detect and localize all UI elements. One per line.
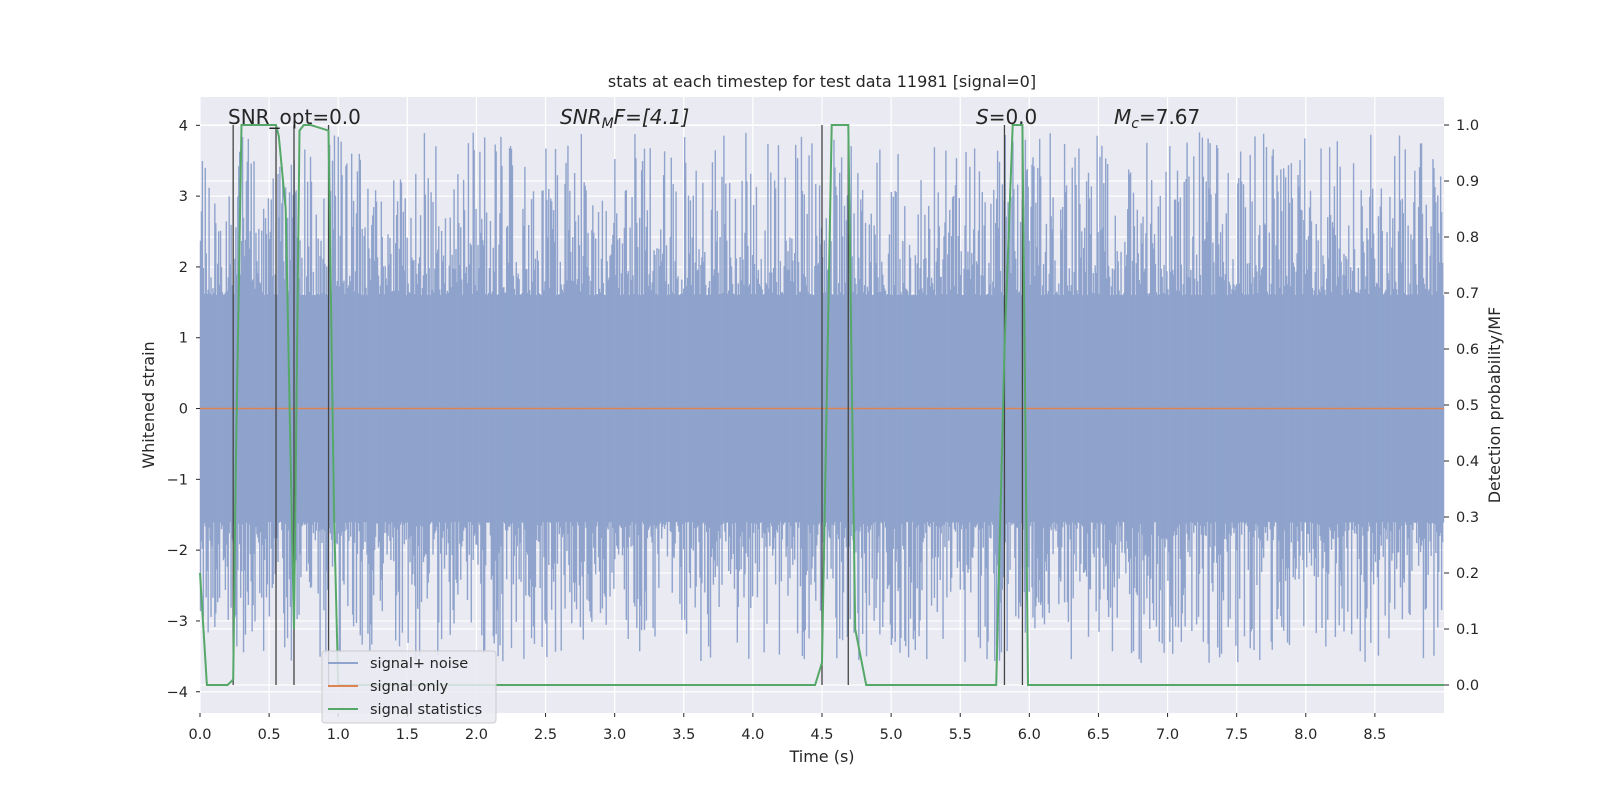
y-tick-label-right: 0.8	[1456, 230, 1479, 246]
x-tick-label: 4.0	[741, 727, 764, 743]
y-axis-label-left: Whitened strain	[139, 341, 158, 468]
annotation-s-tail: =0.0	[989, 105, 1038, 129]
y-tick-label-left: 2	[179, 260, 188, 276]
annotation-mc: Mc=7.67	[1114, 105, 1200, 132]
x-tick-label: 2.5	[534, 727, 557, 743]
y-tick-label-left: 0	[179, 402, 188, 418]
x-tick-label: 3.5	[672, 727, 695, 743]
x-tick-label: 5.5	[949, 727, 972, 743]
annotation-snr-mf-main: SNR	[560, 105, 602, 129]
annotation-snr-opt: SNR_opt=0.0	[228, 105, 361, 129]
y-tick-label-left: −3	[167, 614, 188, 630]
y-tick-label-right: 0.6	[1456, 342, 1479, 358]
legend-box	[321, 650, 497, 724]
legend-label-signal-noise: signal+ noise	[370, 656, 468, 672]
legend-label-signal-statistics: signal statistics	[370, 702, 482, 718]
chart-title: stats at each timestep for test data 119…	[608, 72, 1036, 91]
x-tick-label: 6.5	[1087, 727, 1110, 743]
x-axis-label: Time (s)	[788, 747, 854, 766]
signal-noise-series	[199, 132, 1445, 663]
y-tick-label-left: −2	[167, 543, 188, 559]
x-tick-label: 1.0	[327, 727, 350, 743]
x-tick-label: 3.0	[603, 727, 626, 743]
annotation-snr-mf-sub: M	[602, 116, 614, 132]
legend: signal+ noise signal only signal statist…	[321, 650, 497, 724]
y-ticks-right: 1.0 0.9 0.8 0.7 0.6 0.5 0.4 0.3 0.2 0.1 0.0	[1444, 118, 1479, 694]
y-tick-label-right: 0.1	[1456, 622, 1479, 638]
annotation-s-main: S	[976, 105, 989, 129]
annotation-snr-mf: SNRMF=[4.1]	[560, 105, 689, 132]
y-tick-label-right: 1.0	[1456, 118, 1479, 134]
y-axis-label-right: Detection probability/MF	[1485, 307, 1504, 504]
annotation-s: S=0.0	[976, 105, 1037, 129]
x-tick-label: 8.0	[1294, 727, 1317, 743]
y-tick-label-left: −1	[167, 472, 188, 488]
annotation-mc-tail: =7.67	[1139, 105, 1200, 129]
x-tick-label: 2.0	[465, 727, 488, 743]
annotation-mc-main: M	[1114, 105, 1131, 129]
y-tick-label-right: 0.3	[1456, 510, 1479, 526]
x-ticks: 0.0 0.5 1.0 1.5 2.0 2.5 3.0 3.5 4.0 4.5 5.0 5.5 6.0 6…	[188, 713, 1386, 743]
y-tick-label-right: 0.5	[1456, 398, 1479, 414]
y-tick-label-right: 0.7	[1456, 286, 1479, 302]
x-tick-label: 7.0	[1156, 727, 1179, 743]
y-tick-label-left: 3	[179, 189, 188, 205]
y-tick-label-right: 0.2	[1456, 566, 1479, 582]
y-tick-label-left: 1	[179, 331, 188, 347]
x-tick-label: 0.0	[188, 727, 211, 743]
y-ticks-left: 4 3 2 1 0 −1 −2 −3 −4	[167, 118, 200, 701]
annotation-snr-mf-tail: F=[4.1]	[614, 105, 690, 129]
y-tick-label-left: −4	[167, 685, 188, 701]
signal-statistics-line	[199, 124, 1444, 686]
x-tick-label: 0.5	[258, 727, 281, 743]
x-tick-label: 4.5	[810, 727, 833, 743]
x-tick-label: 6.0	[1018, 727, 1041, 743]
y-tick-label-right: 0.9	[1456, 174, 1479, 190]
x-tick-label: 8.5	[1363, 727, 1386, 743]
y-tick-label-right: 0.4	[1456, 454, 1479, 470]
legend-label-signal-only: signal only	[370, 679, 449, 695]
x-tick-label: 7.5	[1225, 727, 1248, 743]
x-tick-label: 5.0	[880, 727, 903, 743]
y-tick-label-left: 4	[179, 118, 188, 134]
y-tick-label-right: 0.0	[1456, 678, 1479, 694]
signal-statistics-series	[199, 124, 1445, 686]
annotation-mc-sub: c	[1131, 116, 1139, 132]
x-tick-label: 1.5	[396, 727, 419, 743]
